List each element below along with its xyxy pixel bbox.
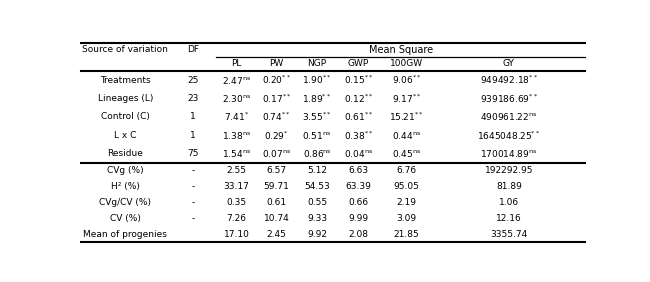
Text: Source of variation: Source of variation [83, 45, 168, 54]
Text: -: - [191, 214, 194, 223]
Text: 2.45: 2.45 [266, 230, 287, 239]
Text: 2.19: 2.19 [396, 198, 417, 207]
Text: H² (%): H² (%) [111, 182, 140, 191]
Text: 2.08: 2.08 [348, 230, 369, 239]
Text: 9.99: 9.99 [348, 214, 369, 223]
Text: 0.86$^{\mathregular{ns}}$: 0.86$^{\mathregular{ns}}$ [302, 148, 332, 159]
Text: 15.21$^{\mathregular{**}}$: 15.21$^{\mathregular{**}}$ [389, 111, 424, 123]
Text: 0.17$^{\mathregular{**}}$: 0.17$^{\mathregular{**}}$ [262, 92, 291, 105]
Text: -: - [191, 182, 194, 191]
Text: -: - [191, 166, 194, 175]
Text: 1: 1 [190, 113, 196, 122]
Text: 9.92: 9.92 [307, 230, 327, 239]
Text: 1.89$^{\mathregular{**}}$: 1.89$^{\mathregular{**}}$ [302, 92, 332, 105]
Text: 1.06: 1.06 [499, 198, 519, 207]
Text: 0.61$^{\mathregular{**}}$: 0.61$^{\mathregular{**}}$ [344, 111, 373, 123]
Text: 939186.69$^{\mathregular{**}}$: 939186.69$^{\mathregular{**}}$ [480, 92, 538, 105]
Text: 0.61: 0.61 [266, 198, 287, 207]
Text: PL: PL [231, 59, 242, 68]
Text: Mean Square: Mean Square [369, 45, 433, 55]
Text: 7.41$^{\mathregular{*}}$: 7.41$^{\mathregular{*}}$ [224, 111, 249, 123]
Text: 100GW: 100GW [390, 59, 423, 68]
Text: PW: PW [270, 59, 284, 68]
Text: 63.39: 63.39 [346, 182, 372, 191]
Text: 25: 25 [187, 76, 198, 85]
Text: CVg/CV (%): CVg/CV (%) [99, 198, 151, 207]
Text: 0.55: 0.55 [307, 198, 327, 207]
Text: 6.57: 6.57 [266, 166, 287, 175]
Text: 59.71: 59.71 [264, 182, 290, 191]
Text: Mean of progenies: Mean of progenies [83, 230, 167, 239]
Text: 1.54$^{\mathregular{ns}}$: 1.54$^{\mathregular{ns}}$ [222, 148, 251, 159]
Text: 6.76: 6.76 [396, 166, 417, 175]
Text: 2.30$^{\mathregular{ns}}$: 2.30$^{\mathregular{ns}}$ [222, 93, 251, 104]
Text: 2.47$^{\mathregular{ns}}$: 2.47$^{\mathregular{ns}}$ [222, 75, 251, 86]
Text: 0.44$^{\mathregular{ns}}$: 0.44$^{\mathregular{ns}}$ [392, 130, 421, 141]
Text: 9.33: 9.33 [307, 214, 327, 223]
Text: 3355.74: 3355.74 [490, 230, 528, 239]
Text: Residue: Residue [107, 149, 143, 158]
Text: DF: DF [187, 45, 199, 54]
Text: 0.45$^{\mathregular{ns}}$: 0.45$^{\mathregular{ns}}$ [392, 148, 421, 159]
Text: 0.35: 0.35 [226, 198, 246, 207]
Text: 81.89: 81.89 [496, 182, 522, 191]
Text: Treatments: Treatments [100, 76, 151, 85]
Text: 1645048.25$^{\mathregular{**}}$: 1645048.25$^{\mathregular{**}}$ [477, 129, 541, 142]
Text: Control (C): Control (C) [101, 113, 150, 122]
Text: 0.04$^{\mathregular{ns}}$: 0.04$^{\mathregular{ns}}$ [344, 148, 373, 159]
Text: 75: 75 [187, 149, 199, 158]
Text: 6.63: 6.63 [348, 166, 369, 175]
Text: 17.10: 17.10 [224, 230, 250, 239]
Text: 192292.95: 192292.95 [485, 166, 533, 175]
Text: 3.09: 3.09 [396, 214, 417, 223]
Text: 0.38$^{\mathregular{**}}$: 0.38$^{\mathregular{**}}$ [344, 129, 373, 142]
Text: CVg (%): CVg (%) [107, 166, 144, 175]
Text: 10.74: 10.74 [264, 214, 290, 223]
Text: 33.17: 33.17 [224, 182, 250, 191]
Text: 2.55: 2.55 [226, 166, 246, 175]
Text: 95.05: 95.05 [393, 182, 419, 191]
Text: 949492.18$^{\mathregular{**}}$: 949492.18$^{\mathregular{**}}$ [480, 74, 538, 86]
Text: Lineages (L): Lineages (L) [98, 94, 153, 103]
Text: 170014.89$^{\mathregular{ns}}$: 170014.89$^{\mathregular{ns}}$ [480, 148, 538, 159]
Text: 5.12: 5.12 [307, 166, 327, 175]
Text: 0.12$^{\mathregular{**}}$: 0.12$^{\mathregular{**}}$ [344, 92, 373, 105]
Text: NGP: NGP [307, 59, 326, 68]
Text: 23: 23 [187, 94, 198, 103]
Text: 1: 1 [190, 131, 196, 140]
Text: 0.74$^{\mathregular{**}}$: 0.74$^{\mathregular{**}}$ [263, 111, 291, 123]
Text: 7.26: 7.26 [226, 214, 246, 223]
Text: 3.55$^{\mathregular{**}}$: 3.55$^{\mathregular{**}}$ [302, 111, 332, 123]
Text: CV (%): CV (%) [110, 214, 141, 223]
Text: 0.51$^{\mathregular{ns}}$: 0.51$^{\mathregular{ns}}$ [302, 130, 332, 141]
Text: 9.06$^{\mathregular{**}}$: 9.06$^{\mathregular{**}}$ [392, 74, 421, 86]
Text: L x C: L x C [114, 131, 136, 140]
Text: 0.29$^{\mathregular{*}}$: 0.29$^{\mathregular{*}}$ [265, 129, 289, 142]
Text: 12.16: 12.16 [496, 214, 522, 223]
Text: GWP: GWP [348, 59, 369, 68]
Text: 21.85: 21.85 [393, 230, 419, 239]
Text: GY: GY [503, 59, 515, 68]
Text: 1.90$^{\mathregular{**}}$: 1.90$^{\mathregular{**}}$ [302, 74, 332, 86]
Text: 0.20$^{\mathregular{**}}$: 0.20$^{\mathregular{**}}$ [262, 74, 291, 86]
Text: -: - [191, 198, 194, 207]
Text: 0.15$^{\mathregular{**}}$: 0.15$^{\mathregular{**}}$ [344, 74, 373, 86]
Text: 0.66: 0.66 [348, 198, 369, 207]
Text: 490961.22$^{\mathregular{ns}}$: 490961.22$^{\mathregular{ns}}$ [480, 111, 538, 122]
Text: 9.17$^{\mathregular{**}}$: 9.17$^{\mathregular{**}}$ [392, 92, 421, 105]
Text: 0.07$^{\mathregular{ns}}$: 0.07$^{\mathregular{ns}}$ [262, 148, 291, 159]
Text: 54.53: 54.53 [304, 182, 330, 191]
Text: 1.38$^{\mathregular{ns}}$: 1.38$^{\mathregular{ns}}$ [222, 130, 251, 141]
